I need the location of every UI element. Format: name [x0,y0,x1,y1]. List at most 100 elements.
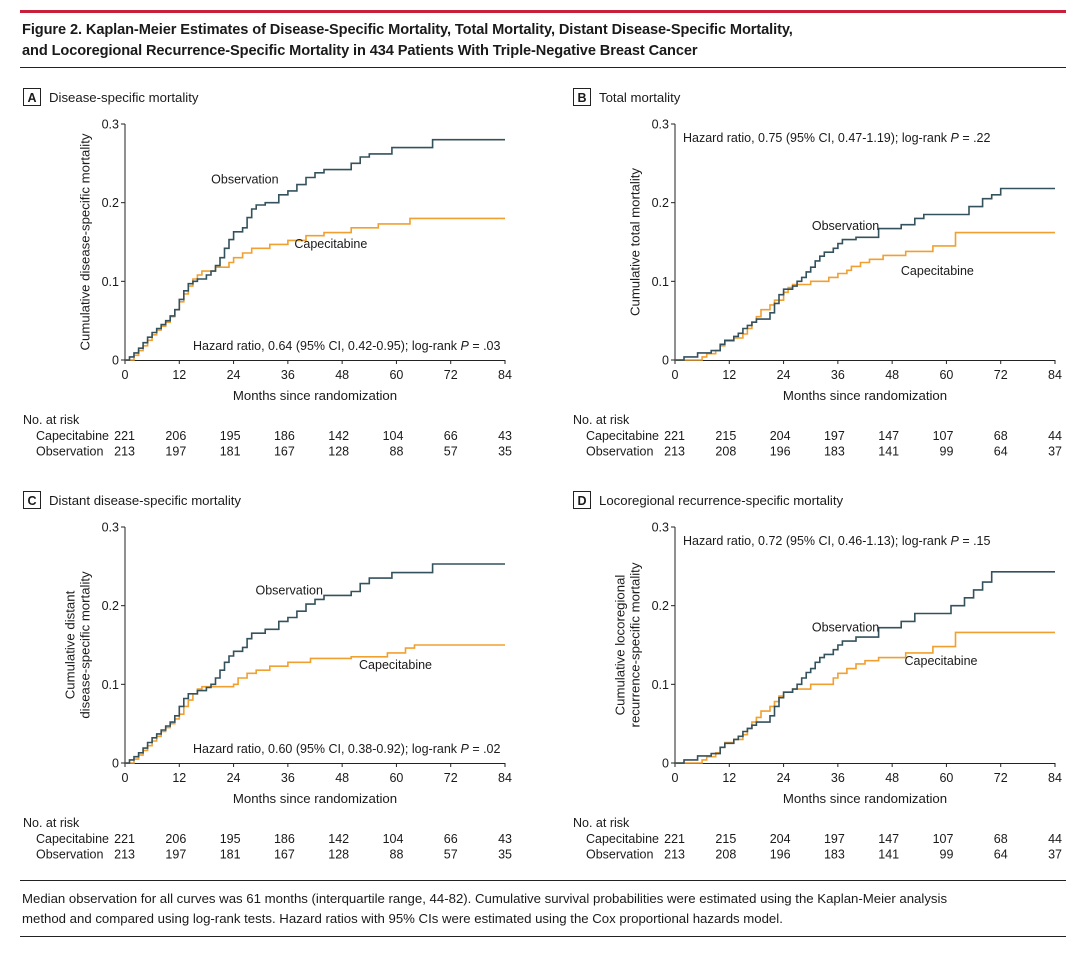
at-risk-row-label: Observation [36,848,103,862]
y-tick-label: 0.1 [102,275,119,289]
at-risk-count: 196 [770,848,791,862]
y-tick-label: 0.1 [652,678,669,692]
at-risk-count: 128 [328,445,349,459]
at-risk-row-label: Capecitabine [36,429,109,443]
x-tick-label: 12 [172,771,186,785]
at-risk-count: 107 [933,832,954,846]
at-risk-count: 43 [498,429,512,443]
panel-letter: A [27,91,36,105]
hazard-ratio-part: = .02 [469,742,501,756]
hazard-ratio-part: Hazard ratio, 0.64 (95% CI, 0.42-0.95); … [193,339,461,353]
at-risk-count: 208 [715,848,736,862]
x-tick-label: 84 [1048,771,1062,785]
x-axis-label: Months since randomization [783,791,947,806]
x-tick-label: 36 [281,771,295,785]
at-risk-count: 183 [824,445,845,459]
panel-letter-box [573,88,591,106]
at-risk-count: 183 [824,848,845,862]
at-risk-count: 195 [220,832,241,846]
panel-title: Distant disease-specific mortality [49,493,241,508]
at-risk-count: 206 [165,429,186,443]
y-axis-label: Cumulative distant [63,590,78,699]
at-risk-count: 197 [165,445,186,459]
x-tick-label: 0 [122,771,129,785]
at-risk-count: 147 [878,429,899,443]
at-risk-count: 221 [664,832,685,846]
panel-d: D Locoregional recurrence-specific mortal… [573,491,1062,862]
panel-title: Disease-specific mortality [49,90,199,105]
series-label-observation: Observation [211,173,278,187]
at-risk-count: 196 [770,445,791,459]
at-risk-count: 99 [940,848,954,862]
at-risk-count: 213 [114,848,135,862]
at-risk-count: 204 [770,429,791,443]
x-tick-label: 72 [994,368,1008,382]
figure-title-line-2: and Locoregional Recurrence-Specific Mor… [22,43,698,59]
panel-b: B Total mortality 0 0.1 0.2 0.3 0 12 24 36 48 60 72 8… [573,88,1062,459]
caption-bottom-divider [20,936,1066,937]
at-risk-count: 197 [165,848,186,862]
hazard-ratio-part: P [951,131,960,145]
km-curve-capecitabine [125,644,505,764]
x-tick-label: 48 [335,368,349,382]
at-risk-count: 197 [824,429,845,443]
hazard-ratio-part: = .15 [959,534,991,548]
at-risk-count: 88 [390,445,404,459]
at-risk-count: 35 [498,848,512,862]
at-risk-count: 44 [1048,832,1062,846]
caption-line-1: Median observation for all curves was 61… [22,891,948,906]
panel-a: A Disease-specific mortality 0 0.1 0.2 0.3 0 12… [23,88,512,459]
at-risk-count: 142 [328,429,349,443]
panel-c: C Distant disease-specific mortality 0 0.1 0… [23,491,512,862]
x-tick-label: 36 [831,368,845,382]
at-risk-count: 66 [444,429,458,443]
at-risk-heading: No. at risk [573,413,630,427]
at-risk-count: 204 [770,832,791,846]
x-tick-label: 0 [672,771,679,785]
at-risk-count: 197 [824,832,845,846]
y-tick-label: 0.2 [652,196,669,210]
x-tick-label: 24 [227,771,241,785]
at-risk-count: 142 [328,832,349,846]
at-risk-count: 68 [994,429,1008,443]
at-risk-count: 221 [664,429,685,443]
at-risk-count: 64 [994,445,1008,459]
figure-title: Figure 2. Kaplan-Meier Estimates of Dise… [22,20,1062,62]
at-risk-count: 66 [444,832,458,846]
x-tick-label: 24 [227,368,241,382]
y-tick-label: 0.3 [652,118,669,132]
y-tick-label: 0 [662,354,669,368]
x-tick-label: 60 [389,771,403,785]
y-axis-label: Cumulative disease-specific mortality [78,133,93,350]
at-risk-row-label: Observation [36,445,103,459]
at-risk-count: 215 [715,429,736,443]
at-risk-count: 141 [878,848,899,862]
panel-letter: D [577,494,586,508]
at-risk-count: 104 [383,832,404,846]
x-tick-label: 36 [831,771,845,785]
at-risk-count: 44 [1048,429,1062,443]
at-risk-count: 99 [940,445,954,459]
x-tick-label: 12 [722,368,736,382]
panel-title: Locoregional recurrence-specific mortali… [599,493,843,508]
hazard-ratio-part: Hazard ratio, 0.72 (95% CI, 0.46-1.13); … [683,534,951,548]
at-risk-row-label: Capecitabine [586,832,659,846]
at-risk-count: 208 [715,445,736,459]
at-risk-count: 213 [664,848,685,862]
at-risk-count: 186 [274,832,295,846]
at-risk-count: 221 [114,832,135,846]
hazard-ratio-part: Hazard ratio, 0.75 (95% CI, 0.47-1.19); … [683,131,951,145]
figure-caption: Median observation for all curves was 61… [22,889,1062,929]
at-risk-count: 186 [274,429,295,443]
at-risk-count: 167 [274,848,295,862]
at-risk-row-label: Capecitabine [36,832,109,846]
at-risk-count: 37 [1048,848,1062,862]
x-tick-label: 84 [1048,368,1062,382]
at-risk-heading: No. at risk [573,816,630,830]
at-risk-count: 57 [444,445,458,459]
y-axis-label: Cumulative locoregional [613,575,628,716]
at-risk-heading: No. at risk [23,816,80,830]
y-tick-label: 0.1 [652,275,669,289]
series-label-observation: Observation [256,583,323,597]
at-risk-count: 68 [994,832,1008,846]
